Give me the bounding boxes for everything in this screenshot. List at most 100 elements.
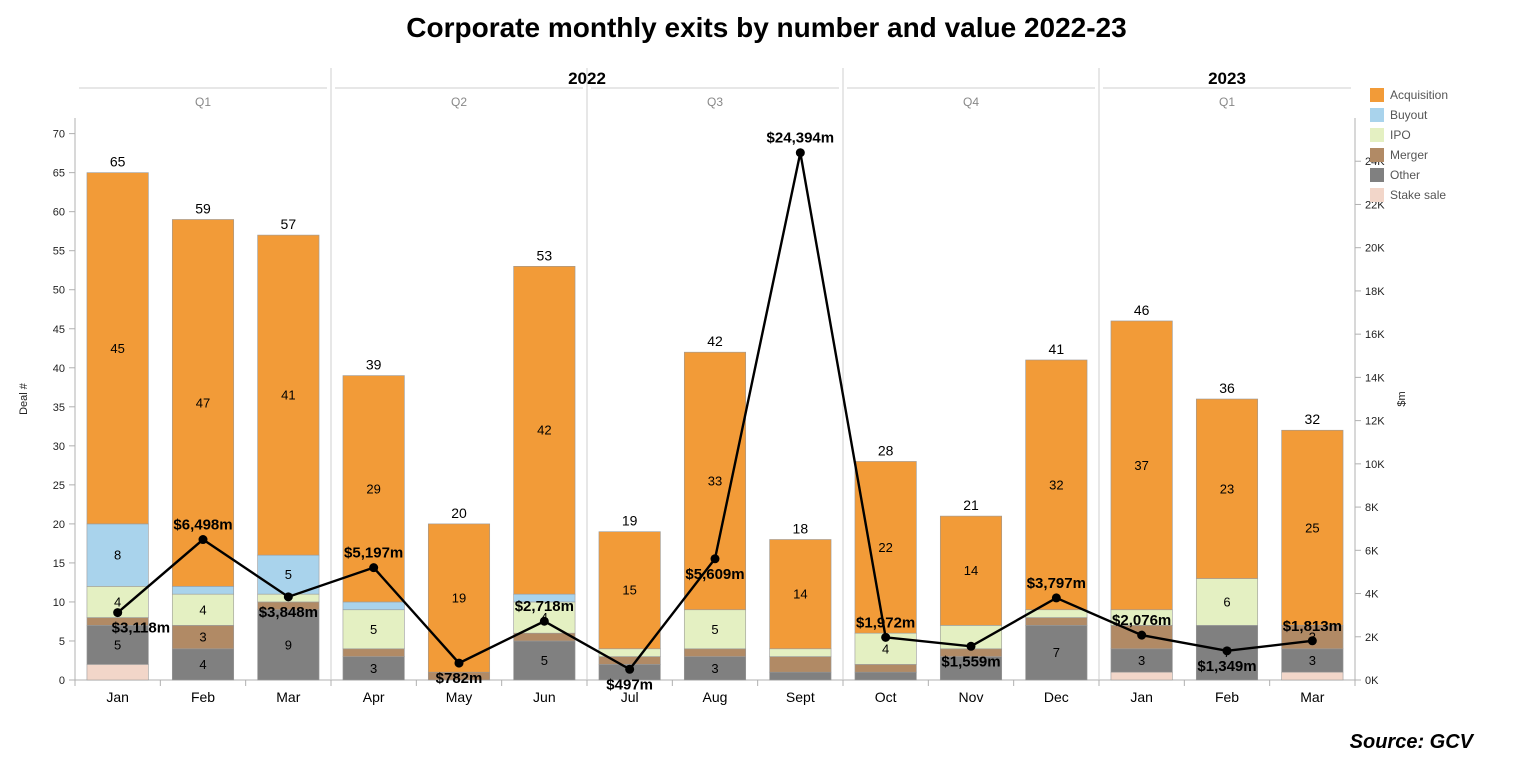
svg-text:41: 41 [281, 388, 295, 403]
bar-segment-stake_sale [1282, 672, 1343, 680]
svg-text:7: 7 [1053, 645, 1060, 660]
legend-swatch [1370, 108, 1384, 122]
bar-segment-other [855, 672, 916, 680]
svg-text:Deal #: Deal # [18, 382, 30, 415]
value-label: $1,972m [856, 614, 915, 631]
svg-text:25: 25 [53, 480, 65, 492]
svg-text:65: 65 [110, 154, 126, 170]
value-point [199, 535, 208, 544]
svg-text:23: 23 [1220, 481, 1234, 496]
svg-text:6: 6 [1223, 594, 1230, 609]
bar-segment-buyout [172, 586, 233, 594]
svg-text:19: 19 [622, 513, 638, 529]
svg-text:5: 5 [541, 653, 548, 668]
svg-text:19: 19 [452, 591, 466, 606]
svg-text:28: 28 [878, 442, 894, 458]
svg-text:Mar: Mar [1300, 689, 1324, 705]
svg-text:46: 46 [1134, 302, 1150, 318]
value-point [540, 617, 549, 626]
svg-text:4K: 4K [1365, 589, 1379, 601]
svg-text:0: 0 [59, 675, 65, 687]
value-point [284, 592, 293, 601]
svg-text:Mar: Mar [276, 689, 300, 705]
svg-text:Q3: Q3 [707, 95, 723, 109]
svg-text:30: 30 [53, 441, 65, 453]
value-point [369, 563, 378, 572]
svg-text:Q1: Q1 [195, 95, 211, 109]
svg-text:15: 15 [53, 558, 65, 570]
svg-text:Jan: Jan [1130, 689, 1153, 705]
bar-segment-other [770, 672, 831, 680]
value-label: $1,559m [941, 653, 1000, 670]
bar-segment-merger [343, 649, 404, 657]
svg-text:3: 3 [1309, 653, 1316, 668]
svg-text:May: May [446, 689, 472, 705]
legend-item-stake_sale: Stake sale [1370, 188, 1448, 202]
svg-text:60: 60 [53, 207, 65, 219]
svg-text:Oct: Oct [875, 689, 897, 705]
svg-text:2023: 2023 [1208, 69, 1246, 88]
svg-text:3: 3 [370, 661, 377, 676]
svg-text:Dec: Dec [1044, 689, 1069, 705]
legend-label: IPO [1390, 128, 1411, 142]
bar-segment-buyout [343, 602, 404, 610]
svg-text:Nov: Nov [959, 689, 984, 705]
svg-text:8: 8 [114, 548, 121, 563]
value-label: $5,197m [344, 545, 403, 562]
bar-segment-ipo [599, 649, 660, 657]
svg-text:Jun: Jun [533, 689, 556, 705]
svg-text:50: 50 [53, 285, 65, 297]
svg-text:Sept: Sept [786, 689, 815, 705]
svg-text:Aug: Aug [703, 689, 728, 705]
svg-text:18: 18 [793, 521, 809, 537]
svg-text:10: 10 [53, 597, 65, 609]
svg-text:45: 45 [110, 341, 124, 356]
svg-text:5: 5 [59, 636, 65, 648]
svg-text:10K: 10K [1365, 459, 1385, 471]
svg-text:Feb: Feb [1215, 689, 1239, 705]
bar-segment-merger [1026, 618, 1087, 626]
svg-text:45: 45 [53, 324, 65, 336]
svg-text:22: 22 [878, 540, 892, 555]
svg-text:14: 14 [964, 563, 978, 578]
svg-text:3: 3 [711, 661, 718, 676]
svg-text:70: 70 [53, 129, 65, 141]
value-point [1137, 631, 1146, 640]
svg-text:15: 15 [622, 583, 636, 598]
value-point [1223, 646, 1232, 655]
svg-text:14: 14 [793, 587, 807, 602]
svg-text:14K: 14K [1365, 372, 1385, 384]
svg-text:20K: 20K [1365, 243, 1385, 255]
legend-label: Acquisition [1390, 88, 1448, 102]
value-label: $1,349m [1197, 658, 1256, 675]
legend-swatch [1370, 188, 1384, 202]
bar-segment-ipo [770, 649, 831, 657]
svg-text:20: 20 [53, 519, 65, 531]
value-label: $1,813m [1283, 618, 1342, 635]
svg-text:5: 5 [370, 622, 377, 637]
svg-text:21: 21 [963, 497, 979, 513]
legend-item-ipo: IPO [1370, 128, 1448, 142]
value-point [881, 633, 890, 642]
value-label: $5,609m [685, 566, 744, 583]
legend-item-buyout: Buyout [1370, 108, 1448, 122]
svg-text:Apr: Apr [363, 689, 385, 705]
svg-text:12K: 12K [1365, 416, 1385, 428]
legend-label: Stake sale [1390, 188, 1446, 202]
svg-text:Q1: Q1 [1219, 95, 1235, 109]
value-label: $782m [436, 670, 483, 687]
value-point [711, 554, 720, 563]
chart-container: Corporate monthly exits by number and va… [0, 0, 1533, 774]
value-label: $6,498m [173, 517, 232, 534]
svg-text:3: 3 [1138, 653, 1145, 668]
svg-text:5: 5 [114, 637, 121, 652]
svg-text:0K: 0K [1365, 675, 1379, 687]
legend-label: Other [1390, 168, 1420, 182]
value-point [796, 148, 805, 157]
svg-text:Q4: Q4 [963, 95, 979, 109]
svg-text:59: 59 [195, 200, 211, 216]
svg-text:55: 55 [53, 246, 65, 258]
value-point [113, 608, 122, 617]
svg-text:37: 37 [1134, 458, 1148, 473]
svg-text:32: 32 [1049, 477, 1063, 492]
